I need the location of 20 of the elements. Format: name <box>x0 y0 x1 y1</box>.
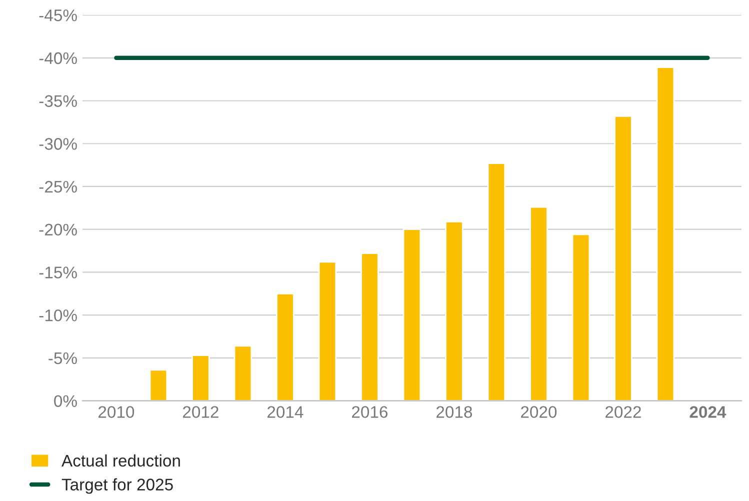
y-tick-label: -40% <box>39 52 77 64</box>
x-tick-label: 2016 <box>352 406 388 418</box>
legend-label: Target for 2025 <box>62 478 173 494</box>
x-tick-label: 2024 <box>690 406 726 418</box>
x-tick-label: 2014 <box>268 406 304 418</box>
legend-label: Actual reduction <box>62 454 180 467</box>
x-tick-label: 2012 <box>182 406 218 418</box>
x-tick-label: 2022 <box>606 406 641 418</box>
y-tick-label: -45% <box>39 10 77 22</box>
y-tick-label: 0% <box>54 395 77 408</box>
y-tick-label: -20% <box>39 224 77 236</box>
x-tick-label: 2020 <box>521 406 557 418</box>
x-tick-label: 2010 <box>98 406 134 418</box>
y-tick-label: -15% <box>39 266 77 278</box>
y-tick-label: -30% <box>39 138 77 150</box>
x-tick-label: 2018 <box>436 406 472 418</box>
y-tick-label: -10% <box>39 309 77 322</box>
y-tick-label: -35% <box>39 95 77 107</box>
y-tick-label: -5% <box>48 352 77 364</box>
y-tick-label: -25% <box>39 180 77 193</box>
